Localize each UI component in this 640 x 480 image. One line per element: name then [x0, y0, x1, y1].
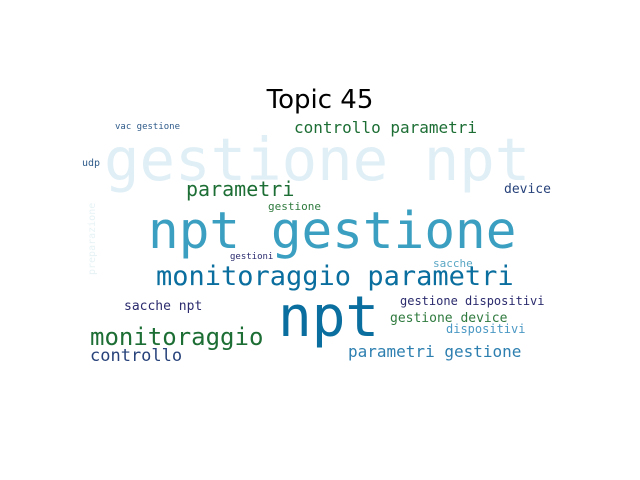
word-gestione-npt: gestione npt [104, 125, 531, 194]
word-monitoraggio: monitoraggio [90, 323, 264, 351]
word-cloud: gestione npt npt gestione npt monitoragg… [78, 120, 570, 368]
chart-title: Topic 45 [266, 85, 374, 115]
word-parametri-gestione: parametri gestione [348, 342, 522, 361]
word-sacche-npt: sacche npt [124, 299, 203, 314]
word-vac-gestione: vac gestione [115, 122, 181, 132]
word-preparazione: preparazione [87, 202, 98, 275]
word-npt-gestione: npt gestione [148, 202, 517, 261]
word-device: device [504, 182, 551, 197]
word-npt: npt [278, 285, 380, 350]
word-gestione-device: gestione device [390, 311, 508, 326]
word-controllo-parametri: controllo parametri [294, 118, 478, 137]
word-parametri: parametri [186, 177, 295, 201]
word-monitoraggio-parametri: monitoraggio parametri [156, 261, 514, 292]
word-udp: udp [82, 158, 101, 169]
word-gestione: gestione [268, 200, 321, 213]
word-dispositivi: dispositivi [446, 322, 526, 336]
word-gestione-dispositivi: gestione dispositivi [400, 294, 545, 308]
word-sacche: sacche [433, 257, 473, 270]
word-gestioni: gestioni [230, 252, 274, 262]
word-controllo: controllo [90, 346, 183, 366]
